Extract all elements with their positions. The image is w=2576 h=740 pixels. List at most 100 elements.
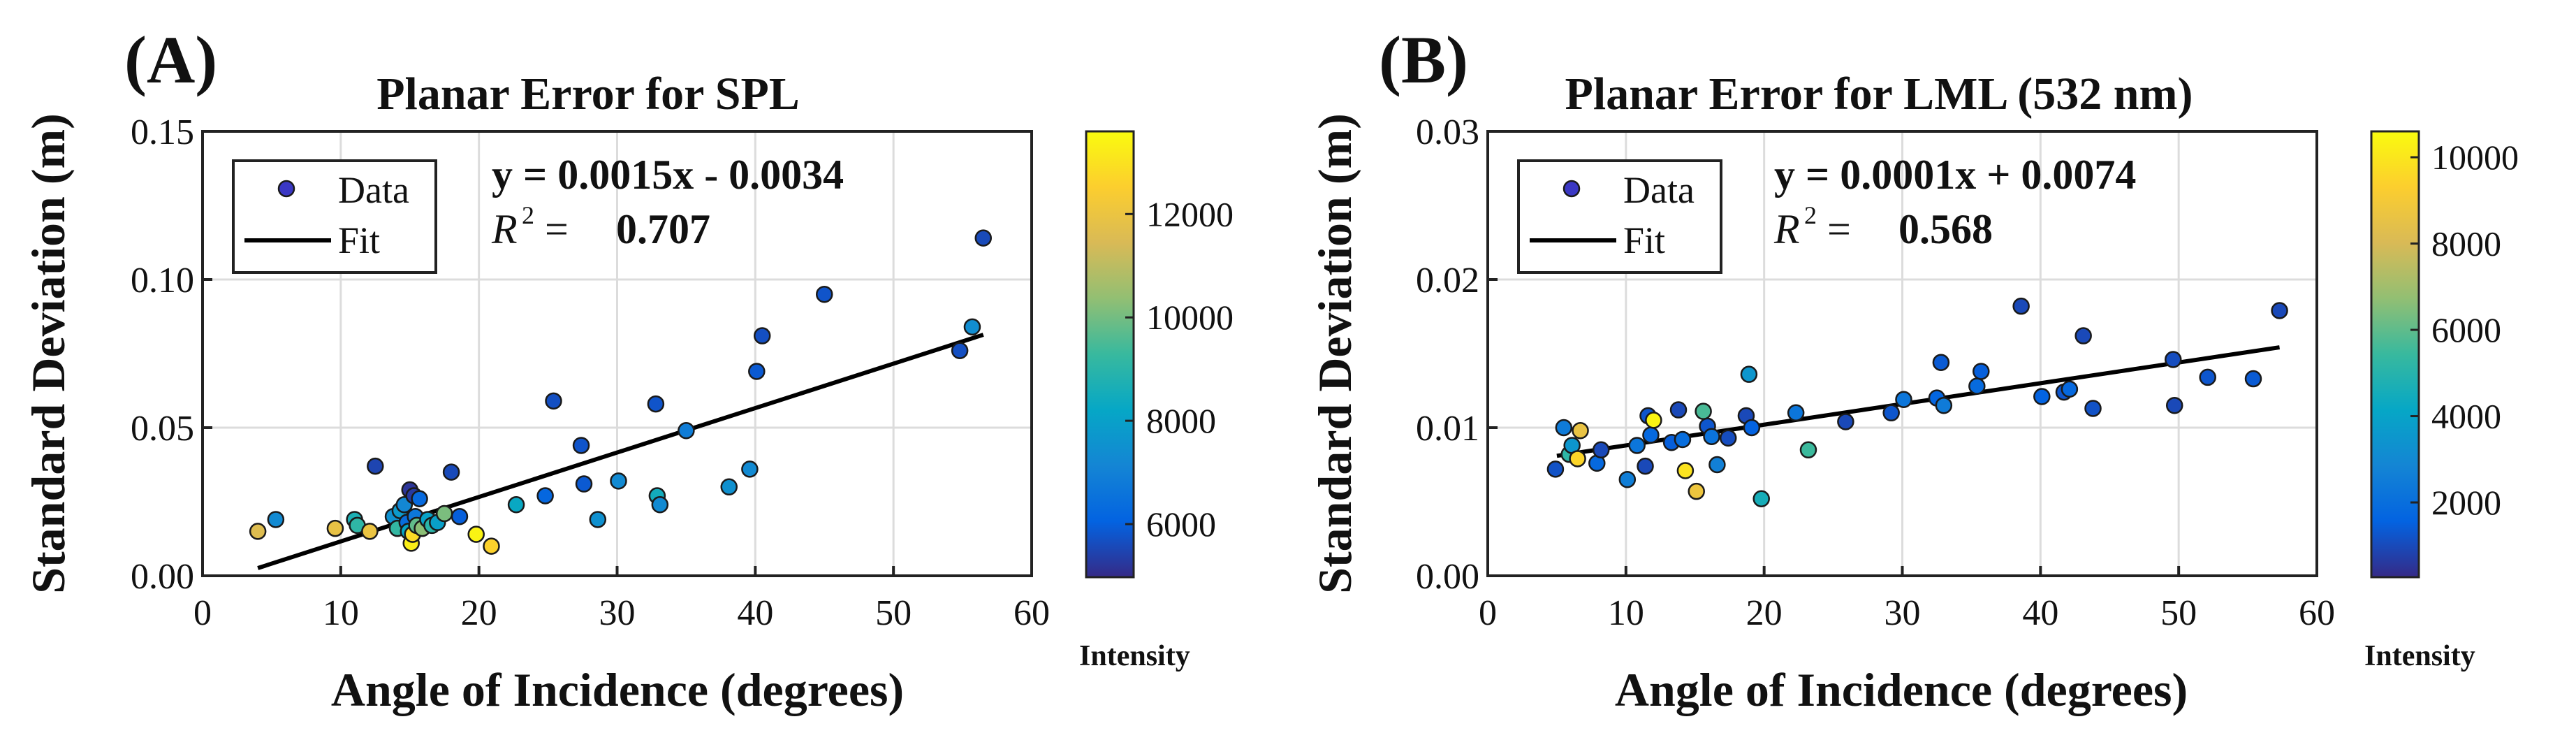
data-point <box>1973 363 1990 380</box>
data-point <box>1740 365 1758 383</box>
data-point <box>1637 457 1654 475</box>
data-point <box>1642 426 1660 444</box>
data-point <box>1546 460 1565 478</box>
data-point <box>507 495 525 514</box>
data-point <box>361 523 379 540</box>
data-point <box>2084 400 2102 417</box>
panel-label: (B) <box>1379 22 1468 97</box>
colorbar-tick-label: 12000 <box>1146 194 1234 233</box>
data-point <box>367 457 384 475</box>
colorbar-label: Intensity <box>2364 640 2475 672</box>
data-point <box>1628 437 1646 454</box>
data-point <box>1572 421 1589 440</box>
x-axis-label: Angle of Incidence (degrees) <box>1615 663 2188 716</box>
y-tick-label: 0.01 <box>1416 409 1479 449</box>
data-point <box>572 437 590 454</box>
y-tick-label: 0.00 <box>1416 557 1479 597</box>
data-point <box>411 490 428 508</box>
x-tick-label: 10 <box>323 593 359 633</box>
colorbar-gradient <box>1085 130 1135 579</box>
colorbar: 2000 4000 6000 8000 10000 Intensity <box>2364 130 2519 672</box>
legend-data-label: Data <box>338 169 409 211</box>
data-point <box>2074 327 2092 344</box>
x-axis-ticks: 0 10 20 30 40 50 60 <box>1479 566 2335 633</box>
y-axis-ticks: 0.00 0.05 0.10 0.15 <box>131 113 212 597</box>
r2-symbol: R <box>491 206 518 252</box>
data-point <box>2033 388 2051 405</box>
colorbar-tick-label: 10000 <box>1146 298 1234 337</box>
panel-b: (B) Planar Error for LML (532 nm) 0 10 20 3… <box>1308 22 2519 716</box>
colorbar-ticks: 6000 8000 10000 12000 <box>1125 194 1234 544</box>
panel-a: (A) Planar Error for SPL 0 10 20 30 40 50 60 0… <box>22 22 1234 716</box>
data-point <box>1932 354 1950 371</box>
data-point <box>2061 380 2079 398</box>
legend-data-label: Data <box>1623 169 1695 211</box>
x-tick-label: 40 <box>737 593 773 633</box>
data-point <box>575 475 593 493</box>
x-tick-label: 40 <box>2022 593 2058 633</box>
data-point <box>326 519 344 537</box>
colorbar-tick-label: 2000 <box>2431 483 2501 522</box>
data-point <box>1752 490 1770 508</box>
data-point <box>741 460 759 478</box>
legend: Data Fit <box>232 159 437 274</box>
r2-symbol: R <box>1773 206 1800 252</box>
data-point <box>1695 402 1712 420</box>
data-point <box>1799 441 1817 459</box>
colorbar-tick-label: 4000 <box>2431 397 2501 436</box>
legend-box <box>1517 159 1722 274</box>
colorbar: 6000 8000 10000 12000 Intensity <box>1079 130 1234 672</box>
y-axis-ticks: 0.00 0.01 0.02 0.03 <box>1416 113 1498 597</box>
legend-box <box>232 159 437 274</box>
y-tick-label: 0.00 <box>131 557 194 597</box>
y-tick-label: 0.03 <box>1416 113 1479 152</box>
data-point <box>974 229 993 247</box>
data-point <box>435 505 453 523</box>
x-tick-label: 0 <box>1479 593 1497 633</box>
data-point <box>963 318 981 336</box>
r-squared: R 2 = 0.707 <box>491 201 710 252</box>
data-point <box>2199 368 2216 386</box>
colorbar-tick-label: 8000 <box>1146 401 1216 440</box>
colorbar-label: Intensity <box>1079 640 1190 672</box>
data-points <box>1546 297 2288 508</box>
data-point <box>816 285 833 303</box>
r2-value: 0.568 <box>1898 206 1993 252</box>
data-point <box>1743 419 1761 437</box>
data-point <box>1674 430 1692 449</box>
data-point <box>267 511 285 528</box>
x-tick-label: 60 <box>2299 593 2335 633</box>
legend-fit-label: Fit <box>338 219 380 261</box>
data-point <box>1569 450 1586 467</box>
y-axis-label: Standard Deviation (m) <box>1308 113 1361 594</box>
r2-value: 0.707 <box>616 206 710 252</box>
r2-equals: = <box>545 206 569 252</box>
data-point <box>753 327 771 344</box>
colorbar-ticks: 2000 4000 6000 8000 10000 <box>2410 138 2519 522</box>
data-point <box>545 392 562 410</box>
data-point <box>2012 297 2030 315</box>
y-tick-label: 0.05 <box>131 409 194 449</box>
y-tick-label: 0.02 <box>1416 261 1479 300</box>
data-point <box>748 363 766 380</box>
data-point <box>1669 401 1688 419</box>
colorbar-tick-label: 6000 <box>2431 310 2501 349</box>
data-point <box>1719 429 1737 447</box>
data-point <box>647 395 665 413</box>
x-tick-label: 30 <box>1885 593 1921 633</box>
data-point <box>483 537 500 555</box>
x-tick-label: 0 <box>193 593 212 633</box>
data-point <box>2165 396 2183 414</box>
legend-fit-label: Fit <box>1623 219 1665 261</box>
data-points <box>249 229 993 555</box>
data-point <box>1618 470 1637 488</box>
data-point <box>1676 462 1695 479</box>
data-point <box>536 487 554 505</box>
x-axis-label: Angle of Incidence (degrees) <box>331 663 904 716</box>
data-point <box>1688 482 1705 500</box>
y-tick-label: 0.10 <box>131 261 194 300</box>
r2-superscript: 2 <box>522 201 534 229</box>
data-point <box>467 525 485 543</box>
fit-equation: y = 0.0015x - 0.0034 <box>492 152 844 198</box>
